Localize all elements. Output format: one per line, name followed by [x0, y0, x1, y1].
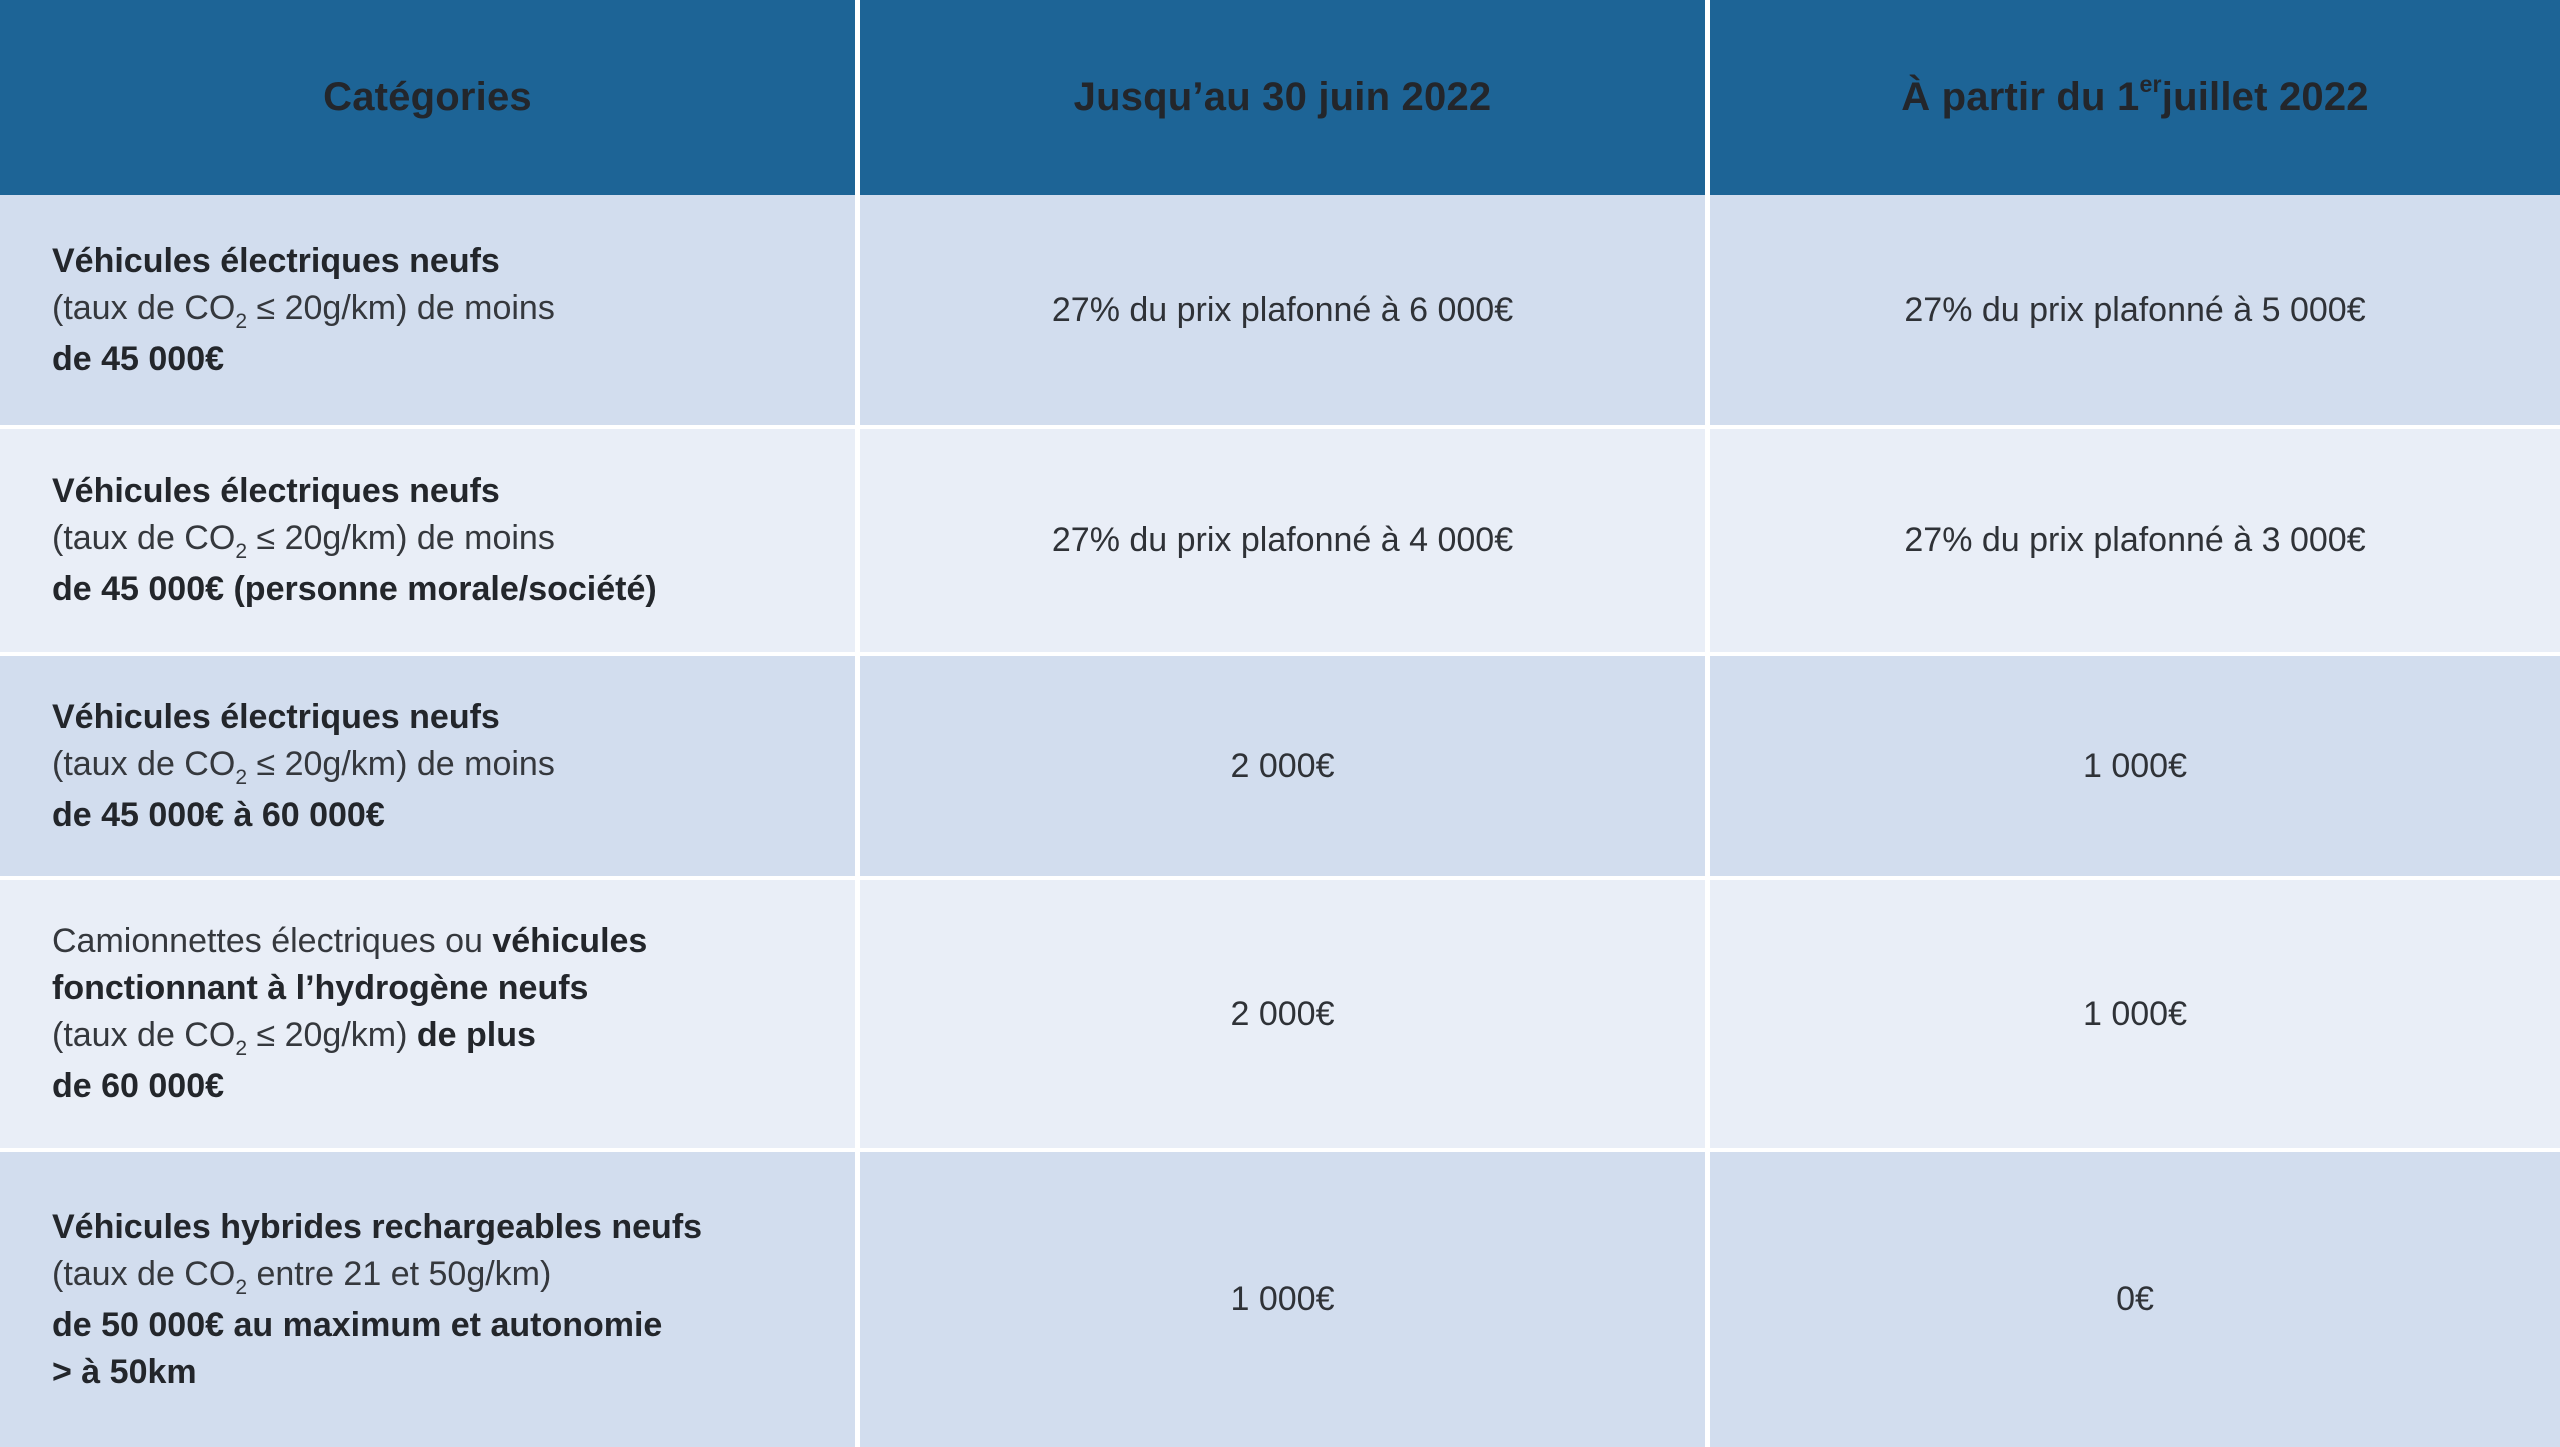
text-run: 2 — [235, 765, 248, 789]
value-from-july-text: 1 000€ — [2083, 746, 2187, 785]
text-run: Véhicules électriques neufs — [52, 472, 500, 510]
text-run: 2 — [235, 1275, 248, 1299]
text-run: Véhicules hybrides rechargeables neufs — [52, 1207, 703, 1246]
category-line: Véhicules électriques neufs — [52, 468, 827, 515]
category-line: Véhicules hybrides rechargeables neufs — [52, 1204, 827, 1251]
category-line: > à 50km — [52, 1349, 827, 1396]
category-line: de 60 000€ — [52, 1063, 827, 1110]
value-from-july-text: 1 000€ — [2083, 994, 2187, 1033]
value-until-june-cell: 27% du prix plafonné à 6 000€ — [855, 195, 1705, 425]
value-until-june-cell: 2 000€ — [855, 652, 1705, 876]
text-run: de plus — [416, 1016, 536, 1054]
category-line: (taux de CO2 entre 21 et 50g/km) — [52, 1251, 827, 1302]
value-until-june-text: 27% du prix plafonné à 4 000€ — [1051, 521, 1514, 559]
text-run: Jusqu’au 30 juin 2022 — [1073, 75, 1492, 119]
text-run: 2 — [235, 309, 248, 333]
text-run: de 50 000€ au maximum et autonomie — [52, 1305, 663, 1344]
value-from-july-text: 0€ — [2116, 1280, 2154, 1318]
column-header-from-july-2022: À partir du 1 er juillet 2022 — [1705, 0, 2560, 195]
value-from-july-cell: 1 000€ — [1705, 652, 2560, 876]
text-run: (taux de CO — [52, 1254, 236, 1293]
value-from-july-text: 27% du prix plafonné à 5 000€ — [1904, 290, 2366, 329]
text-run: ≤ 20g/km) de moins — [247, 519, 555, 557]
value-until-june-cell: 27% du prix plafonné à 4 000€ — [855, 425, 1705, 652]
value-until-june-cell: 2 000€ — [855, 876, 1705, 1148]
text-run: de 45 000€ (personne morale/société) — [52, 570, 657, 608]
value-from-july-cell: 27% du prix plafonné à 3 000€ — [1705, 425, 2560, 652]
text-run: de 45 000€ à 60 000€ — [52, 795, 385, 834]
text-run: juillet 2022 — [2161, 75, 2369, 119]
column-header-until-june-2022: Jusqu’au 30 juin 2022 — [855, 0, 1705, 195]
text-run: (taux de CO — [52, 1016, 236, 1054]
text-run: 2 — [235, 1037, 248, 1061]
category-line: de 45 000€ (personne morale/société) — [52, 566, 827, 613]
text-run: 2 — [235, 540, 248, 564]
text-run: de 45 000€ — [52, 339, 225, 378]
value-until-june-text: 2 000€ — [1230, 746, 1335, 785]
text-run: de 60 000€ — [52, 1067, 225, 1105]
text-run: er — [2139, 71, 2162, 98]
category-line: (taux de CO2 ≤ 20g/km) de moins — [52, 741, 827, 792]
text-run: Catégories — [323, 75, 532, 119]
value-until-june-cell: 1 000€ — [855, 1148, 1705, 1447]
text-run: > à 50km — [52, 1352, 197, 1391]
category-cell: Camionnettes électriques ou véhicules fon… — [0, 876, 855, 1148]
category-line: (taux de CO2 ≤ 20g/km) de moins — [52, 285, 827, 336]
category-cell: Véhicules électriques neufs (taux de CO2 … — [0, 425, 855, 652]
column-header-categories: Catégories — [0, 0, 855, 195]
text-run: ≤ 20g/km) de moins — [247, 744, 555, 783]
category-line: (taux de CO2 ≤ 20g/km) de moins — [52, 515, 827, 566]
text-run: véhicules — [492, 922, 648, 960]
value-until-june-text: 27% du prix plafonné à 6 000€ — [1051, 290, 1514, 329]
text-run: entre 21 et 50g/km) — [247, 1254, 552, 1293]
text-run: (taux de CO — [52, 288, 236, 327]
category-line: (taux de CO2 ≤ 20g/km) de plus — [52, 1012, 827, 1063]
value-until-june-text: 1 000€ — [1230, 1280, 1335, 1318]
text-run: Camionnettes électriques ou — [52, 922, 493, 960]
text-run: À partir du 1 — [1901, 75, 2140, 119]
value-from-july-cell: 0€ — [1705, 1148, 2560, 1447]
value-from-july-cell: 27% du prix plafonné à 5 000€ — [1705, 195, 2560, 425]
text-run: (taux de CO — [52, 744, 236, 783]
text-run: ≤ 20g/km) — [247, 1016, 417, 1054]
category-line: de 45 000€ à 60 000€ — [52, 792, 827, 839]
text-run: ≤ 20g/km) de moins — [247, 288, 555, 327]
category-cell: Véhicules électriques neufs (taux de CO2 … — [0, 195, 855, 425]
category-line: Véhicules électriques neufs — [52, 694, 827, 741]
text-run: fonctionnant à l’hydrogène neufs — [52, 969, 589, 1007]
value-from-july-cell: 1 000€ — [1705, 876, 2560, 1148]
text-run: Véhicules électriques neufs — [52, 241, 500, 280]
text-run: (taux de CO — [52, 519, 236, 557]
category-line: Camionnettes électriques ou véhicules — [52, 918, 827, 965]
category-line: fonctionnant à l’hydrogène neufs — [52, 965, 827, 1012]
category-line: de 45 000€ — [52, 336, 827, 383]
category-cell: Véhicules électriques neufs (taux de CO2 … — [0, 652, 855, 876]
category-cell: Véhicules hybrides rechargeables neufs (t… — [0, 1148, 855, 1447]
category-line: de 50 000€ au maximum et autonomie — [52, 1302, 827, 1349]
value-from-july-text: 27% du prix plafonné à 3 000€ — [1904, 521, 2366, 559]
text-run: Véhicules électriques neufs — [52, 697, 500, 736]
value-until-june-text: 2 000€ — [1230, 994, 1335, 1033]
category-line: Véhicules électriques neufs — [52, 238, 827, 285]
